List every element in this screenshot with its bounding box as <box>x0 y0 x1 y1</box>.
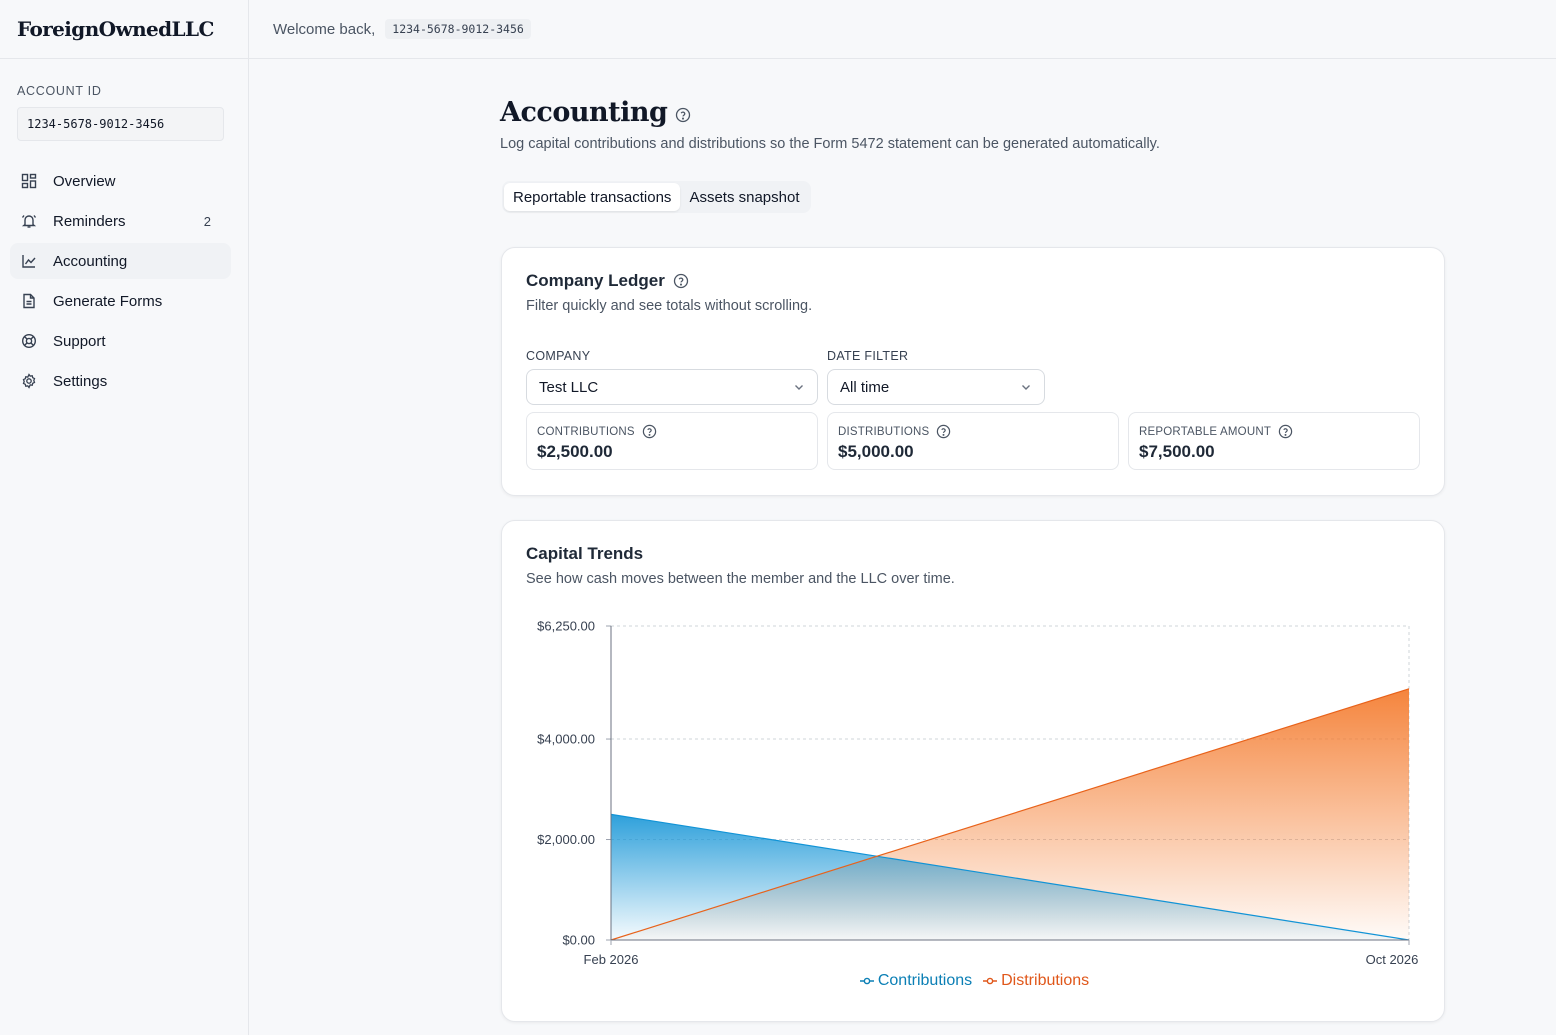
sidebar-item-settings[interactable]: Settings <box>10 363 231 399</box>
sidebar-nav: Overview Reminders 2 Accounting Generate… <box>10 163 231 403</box>
sidebar-item-reminders[interactable]: Reminders 2 <box>10 203 231 239</box>
chevron-down-icon <box>793 381 805 393</box>
sidebar-item-generate-forms[interactable]: Generate Forms <box>10 283 231 319</box>
date-filter-label: DATE FILTER <box>827 349 909 363</box>
y-tick-label: $6,250.00 <box>537 619 595 634</box>
series-line-contributions <box>610 813 1410 941</box>
page-subtitle: Log capital contributions and distributi… <box>500 136 1160 152</box>
document-icon <box>21 293 37 309</box>
x-tick-label: Oct 2026 <box>1366 952 1419 967</box>
distributions-stat-label: DISTRIBUTIONS <box>838 424 1108 439</box>
help-icon[interactable] <box>936 424 951 439</box>
company-label: COMPANY <box>526 349 591 363</box>
contributions-stat-label: CONTRIBUTIONS <box>537 424 807 439</box>
trends-title: Capital Trends <box>526 544 644 563</box>
y-tick-label: $0.00 <box>562 933 595 948</box>
sidebar-item-label: Settings <box>53 372 108 390</box>
capital-trends-chart: $0.00 $2,000.00 $4,000.00 $6,250.00 Feb 2026… <box>537 619 1418 968</box>
help-icon[interactable] <box>673 273 689 289</box>
chart-areas <box>610 688 1410 941</box>
contributions-stat-value: $2,500.00 <box>537 442 613 461</box>
legend-marker-icon <box>982 976 998 986</box>
lifebuoy-icon <box>21 333 37 349</box>
tab-list: Reportable transactions Assets snapshot <box>502 181 811 213</box>
account-id-chip: 1234-5678-9012-3456 <box>385 19 531 39</box>
brand-logo[interactable]: ForeignOwnedLLC <box>0 0 248 59</box>
chart-legend: Contributions Distributions <box>502 972 1446 990</box>
stat-label-text: CONTRIBUTIONS <box>537 425 635 438</box>
series-line-distributions <box>610 688 1410 941</box>
sidebar-item-support[interactable]: Support <box>10 323 231 359</box>
sidebar-item-label: Reminders <box>53 212 126 230</box>
stat-label-text: DISTRIBUTIONS <box>838 425 930 438</box>
legend-item-contributions[interactable]: Contributions <box>859 972 972 990</box>
company-ledger-card: Company Ledger Filter quickly and see to… <box>501 247 1445 496</box>
date-filter-select[interactable]: All time <box>827 369 1045 405</box>
legend-item-distributions[interactable]: Distributions <box>982 972 1089 990</box>
sidebar-item-accounting[interactable]: Accounting <box>10 243 231 279</box>
y-tick-label: $4,000.00 <box>537 732 595 747</box>
page-title: Accounting <box>500 97 691 128</box>
chart-axes: $0.00 $2,000.00 $4,000.00 $6,250.00 Feb 2026… <box>537 619 1418 968</box>
legend-label: Contributions <box>877 972 973 989</box>
help-icon[interactable] <box>675 107 691 123</box>
distributions-stat: DISTRIBUTIONS $5,000.00 <box>827 412 1119 470</box>
page-title-text: Accounting <box>500 97 668 128</box>
sidebar-item-label: Overview <box>53 172 116 190</box>
help-icon[interactable] <box>1278 424 1293 439</box>
distributions-stat-value: $5,000.00 <box>838 442 914 461</box>
tab-reportable-transactions[interactable]: Reportable transactions <box>504 183 681 211</box>
reportable-amount-stat-value: $7,500.00 <box>1139 442 1215 461</box>
reminders-count-badge: 2 <box>203 213 211 229</box>
company-select-value: Test LLC <box>539 378 599 396</box>
trends-subtitle: See how cash moves between the member an… <box>526 571 955 587</box>
bell-icon <box>21 213 37 229</box>
company-select[interactable]: Test LLC <box>526 369 818 405</box>
tab-assets-snapshot[interactable]: Assets snapshot <box>689 188 800 206</box>
legend-marker-icon <box>859 976 875 986</box>
sidebar-item-label: Support <box>53 332 106 350</box>
account-id-label: ACCOUNT ID <box>17 84 102 98</box>
line-chart-icon <box>21 253 37 269</box>
welcome-text: Welcome back, <box>273 20 376 38</box>
ledger-title: Company Ledger <box>526 271 689 291</box>
ledger-title-text: Company Ledger <box>526 271 665 290</box>
topbar: Welcome back, 1234-5678-9012-3456 <box>249 0 1556 59</box>
sidebar-item-overview[interactable]: Overview <box>10 163 231 199</box>
x-tick-label: Feb 2026 <box>584 952 639 967</box>
help-icon[interactable] <box>642 424 657 439</box>
sidebar-item-label: Accounting <box>53 252 128 270</box>
stat-label-text: REPORTABLE AMOUNT <box>1139 425 1272 438</box>
chevron-down-icon <box>1020 381 1032 393</box>
gear-icon <box>21 373 37 389</box>
contributions-stat: CONTRIBUTIONS $2,500.00 <box>526 412 818 470</box>
reportable-amount-stat-label: REPORTABLE AMOUNT <box>1139 424 1409 439</box>
capital-trends-card: Capital Trends See how cash moves betwee… <box>501 520 1445 1022</box>
account-id-field[interactable]: 1234-5678-9012-3456 <box>17 107 224 141</box>
date-filter-value: All time <box>840 378 890 396</box>
grid-icon <box>21 173 37 189</box>
legend-label: Distributions <box>1001 972 1090 989</box>
sidebar-item-label: Generate Forms <box>53 292 163 310</box>
ledger-subtitle: Filter quickly and see totals without sc… <box>526 298 813 314</box>
reportable-amount-stat: REPORTABLE AMOUNT $7,500.00 <box>1128 412 1420 470</box>
y-tick-label: $2,000.00 <box>537 832 595 847</box>
sidebar: ForeignOwnedLLC ACCOUNT ID 1234-5678-901… <box>0 0 249 1035</box>
